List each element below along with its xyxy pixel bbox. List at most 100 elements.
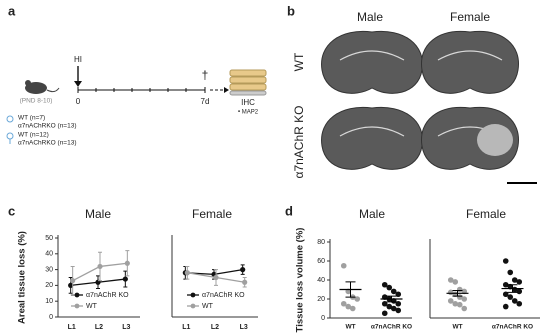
brain-detail bbox=[339, 50, 405, 61]
legend-marker bbox=[74, 292, 80, 298]
end-label: 7d bbox=[201, 97, 210, 106]
arrow-head bbox=[224, 87, 229, 93]
chart-title: Male bbox=[85, 207, 111, 221]
x-tick-label: α7nAChR KO bbox=[492, 324, 533, 331]
panel-label: b bbox=[287, 3, 295, 18]
y-axis-label: Areal tissue loss (%) bbox=[17, 231, 28, 324]
panel-label: d bbox=[285, 203, 293, 218]
group-label: WT (n=12) bbox=[18, 132, 49, 139]
data-point bbox=[354, 296, 361, 302]
age: (PND 8-10) bbox=[20, 98, 53, 105]
y-tick-label: 60 bbox=[317, 258, 325, 265]
start-label: 0 bbox=[76, 97, 81, 106]
group-label: WT (n=7) bbox=[18, 115, 45, 122]
data-point bbox=[395, 291, 402, 298]
data-point bbox=[240, 267, 246, 273]
section bbox=[229, 83, 267, 91]
x-tick-label: L1 bbox=[68, 324, 76, 331]
data-point bbox=[349, 305, 356, 312]
chart-title: Female bbox=[466, 207, 506, 221]
female-symbol bbox=[6, 132, 14, 140]
male-symbol bbox=[6, 115, 14, 123]
sem-bar bbox=[386, 295, 397, 303]
y-axis-label: Tissue loss volume (%) bbox=[295, 228, 306, 333]
legend-label: α7nAChR KO bbox=[86, 292, 129, 299]
data-point bbox=[456, 301, 463, 308]
data-point bbox=[70, 278, 76, 284]
arrow-head bbox=[74, 81, 82, 87]
brain-section bbox=[421, 30, 519, 94]
group-label: α7nAChRKO (n=13) bbox=[18, 123, 77, 130]
death-mark: † bbox=[202, 68, 209, 82]
data-point bbox=[511, 277, 518, 283]
x-tick-label: WT bbox=[452, 324, 462, 331]
data-point bbox=[516, 279, 523, 285]
sem-bar bbox=[452, 289, 463, 297]
y-tick-label: 20 bbox=[45, 282, 53, 289]
data-point bbox=[242, 279, 248, 285]
data-point bbox=[516, 300, 523, 307]
data-point bbox=[68, 282, 74, 288]
data-point bbox=[507, 269, 514, 276]
data-point bbox=[124, 260, 130, 266]
row-label: α7nAChR KO bbox=[292, 106, 306, 179]
data-point bbox=[390, 305, 397, 312]
data-point bbox=[345, 303, 352, 310]
legend-label: α7nAChR KO bbox=[202, 292, 245, 299]
data-point bbox=[511, 298, 518, 304]
data-point bbox=[516, 288, 523, 295]
legend-marker bbox=[190, 303, 196, 309]
y-tick-label: 30 bbox=[45, 266, 53, 273]
sem-bar bbox=[345, 281, 356, 298]
data-point bbox=[395, 307, 402, 314]
data-point bbox=[461, 296, 468, 302]
event: HI bbox=[74, 55, 82, 64]
x-tick-label: L2 bbox=[211, 324, 219, 331]
chart-title: Male bbox=[359, 207, 385, 221]
x-tick-label: L1 bbox=[182, 324, 190, 331]
charts: Male Areal tissue loss (%) 0 10 20 30 40 50 L1 L2… bbox=[17, 207, 540, 332]
panel-label: c bbox=[8, 203, 15, 218]
panel-label: a bbox=[8, 3, 16, 18]
data-point bbox=[452, 300, 459, 307]
y-tick-label: 0 bbox=[49, 314, 53, 321]
timeline: (PND 8-10) HI 0 7d † IHC • MAP2 WT (n= bbox=[6, 55, 267, 147]
data-point bbox=[381, 281, 388, 288]
legend-label: WT bbox=[86, 303, 98, 310]
data-point bbox=[213, 274, 219, 281]
data-point bbox=[381, 300, 388, 307]
y-tick-label: 0 bbox=[321, 315, 325, 322]
data-point bbox=[122, 276, 128, 282]
column-label: Male bbox=[357, 10, 383, 24]
data-point bbox=[502, 303, 509, 310]
section-stack bbox=[229, 69, 267, 96]
y-tick-label: 10 bbox=[45, 298, 53, 305]
data-point bbox=[461, 305, 468, 312]
brain-detail bbox=[339, 126, 405, 137]
y-tick-label: 50 bbox=[45, 235, 53, 242]
y-tick-label: 20 bbox=[317, 296, 325, 303]
data-point bbox=[447, 277, 454, 283]
x-tick-label: α7nAChR KO bbox=[371, 324, 412, 331]
assay: IHC bbox=[241, 98, 255, 107]
slide bbox=[229, 90, 267, 96]
brain-section bbox=[321, 30, 423, 94]
data-point bbox=[386, 303, 393, 310]
section bbox=[229, 76, 267, 84]
data-point bbox=[340, 262, 347, 269]
lesion bbox=[477, 124, 513, 156]
data-point bbox=[452, 279, 459, 285]
x-tick-label: WT bbox=[345, 324, 355, 331]
section bbox=[229, 69, 267, 77]
brain-panel: Male Female WT α7nAChR KO bbox=[292, 10, 537, 184]
data-point bbox=[390, 288, 397, 295]
data-point bbox=[97, 263, 103, 270]
brain-detail bbox=[437, 50, 503, 61]
sem-bar bbox=[507, 284, 518, 293]
column-label: Female bbox=[450, 10, 490, 24]
x-tick-label: L3 bbox=[240, 324, 248, 331]
legend-marker bbox=[190, 292, 196, 298]
group-label: α7nAChRKO (n=13) bbox=[18, 140, 77, 147]
data-point bbox=[340, 300, 347, 307]
